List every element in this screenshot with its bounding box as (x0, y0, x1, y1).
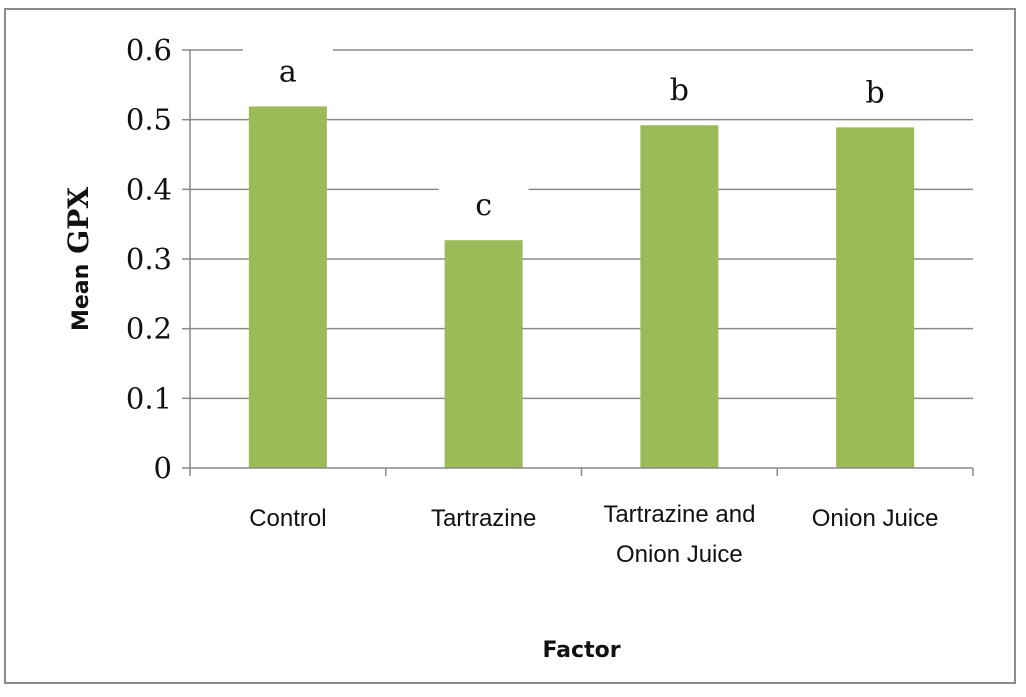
bar (248, 106, 327, 469)
y-tick-label: 0.1 (126, 381, 172, 415)
y-tick-label: 0.6 (126, 33, 172, 67)
bar (836, 127, 915, 468)
y-tick-label: 0 (154, 451, 172, 485)
bar (444, 240, 523, 468)
y-tick-label: 0.5 (126, 103, 172, 137)
y-tick-label: 0.2 (126, 312, 172, 346)
x-category-label: Onion Juice (812, 505, 939, 532)
significance-label: b (866, 75, 885, 110)
significance-label: c (475, 188, 492, 223)
y-axis-title-part: GPX (62, 187, 95, 254)
x-category-labels: Control Tartrazine Tartrazine and Onion Jui… (249, 501, 938, 568)
significance-label-bg (634, 67, 725, 114)
y-tick-labels: 0 0.1 0.2 0.3 0.4 0.5 0.6 (126, 33, 172, 485)
significance-label-bg (830, 69, 921, 116)
y-tick-label: 0.4 (126, 172, 172, 206)
x-category-label: Tartrazine and (603, 501, 755, 528)
axes (182, 49, 974, 476)
significance-label-bg (242, 48, 333, 95)
bars (248, 106, 915, 469)
y-axis-title-part: Mean (69, 264, 94, 331)
significance-label: b (670, 73, 689, 108)
x-category-label: Control (249, 505, 326, 532)
x-category-label: Onion Juice (616, 541, 743, 568)
x-axis-title: Factor (542, 638, 620, 663)
bar (640, 125, 719, 469)
significance-labels: a c b b (242, 48, 921, 229)
significance-label: a (279, 54, 297, 89)
y-tick-label: 0.3 (126, 242, 172, 276)
significance-label-bg (438, 182, 529, 229)
y-axis-title: Mean GPX (62, 187, 95, 331)
x-category-label: Tartrazine (431, 505, 536, 532)
